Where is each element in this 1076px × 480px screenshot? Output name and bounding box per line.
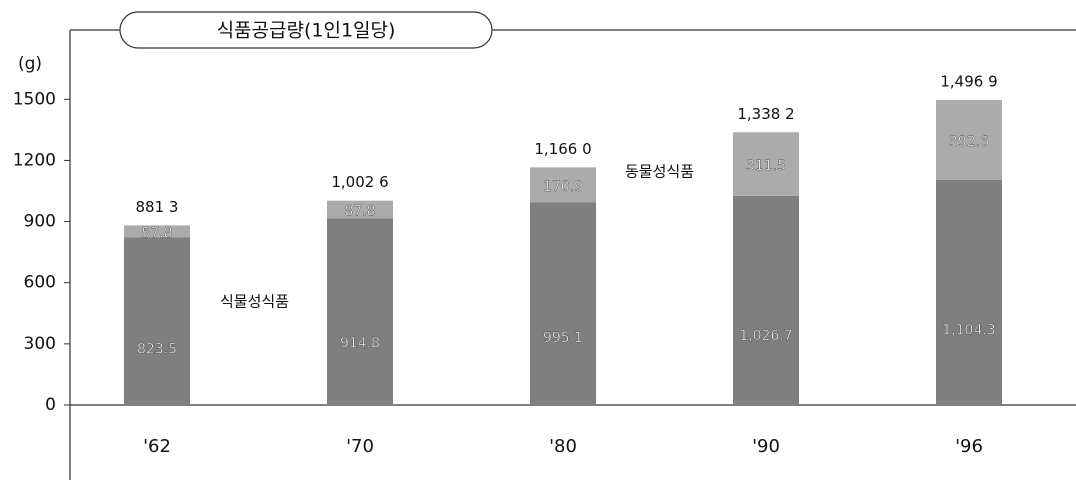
- bar-segment: [327, 218, 393, 405]
- bar-segment: [936, 99, 1002, 180]
- bar-value-label: 311.5: [746, 158, 786, 174]
- bar-segment: [124, 237, 190, 405]
- bar-segment: [936, 179, 1002, 405]
- total-label: 881 3: [136, 198, 179, 216]
- x-tick-label: '90: [752, 436, 780, 457]
- total-label: 1,496 9: [940, 72, 997, 90]
- bar-segment: [124, 225, 190, 238]
- chart-title: 식품공급량(1인1일당): [217, 20, 396, 42]
- bar-value-label: 87.8: [344, 204, 375, 220]
- x-tick-label: '96: [955, 436, 983, 457]
- title-tab: [119, 11, 493, 49]
- y-tick-label: 0: [45, 395, 56, 415]
- bar-value-label: 1,104.3: [942, 323, 995, 339]
- bar-segment: [733, 132, 799, 196]
- y-axis-label: (g): [18, 54, 42, 74]
- x-tick-label: '62: [143, 436, 171, 457]
- y-tick-label: 300: [24, 334, 56, 354]
- x-tick-label: '70: [346, 436, 374, 457]
- y-tick-label: 900: [24, 212, 56, 232]
- series-label: 동물성식품: [625, 163, 694, 181]
- bar-segment: [327, 200, 393, 219]
- bar-value-label: 392.6: [949, 134, 989, 150]
- bar-value-label: 914.8: [340, 335, 380, 351]
- series-label: 식물성식품: [220, 293, 289, 311]
- bar-value-label: 823.5: [137, 342, 177, 358]
- total-label: 1,002 6: [331, 173, 388, 191]
- bar-value-label: 1,026.7: [739, 328, 792, 344]
- bar-segment: [733, 195, 799, 405]
- y-tick-label: 1500: [13, 89, 56, 109]
- y-tick-label: 600: [24, 273, 56, 293]
- bar-segment: [530, 202, 596, 405]
- total-label: 1,338 2: [737, 105, 794, 123]
- total-label: 1,166 0: [534, 140, 591, 158]
- y-tick-label: 1200: [13, 150, 56, 170]
- bar-value-label: 170.9: [543, 179, 583, 195]
- bar-value-label: 995.1: [543, 330, 583, 346]
- bar-value-label: 57.8: [141, 225, 172, 241]
- x-tick-label: '80: [549, 436, 577, 457]
- bar-segment: [530, 167, 596, 203]
